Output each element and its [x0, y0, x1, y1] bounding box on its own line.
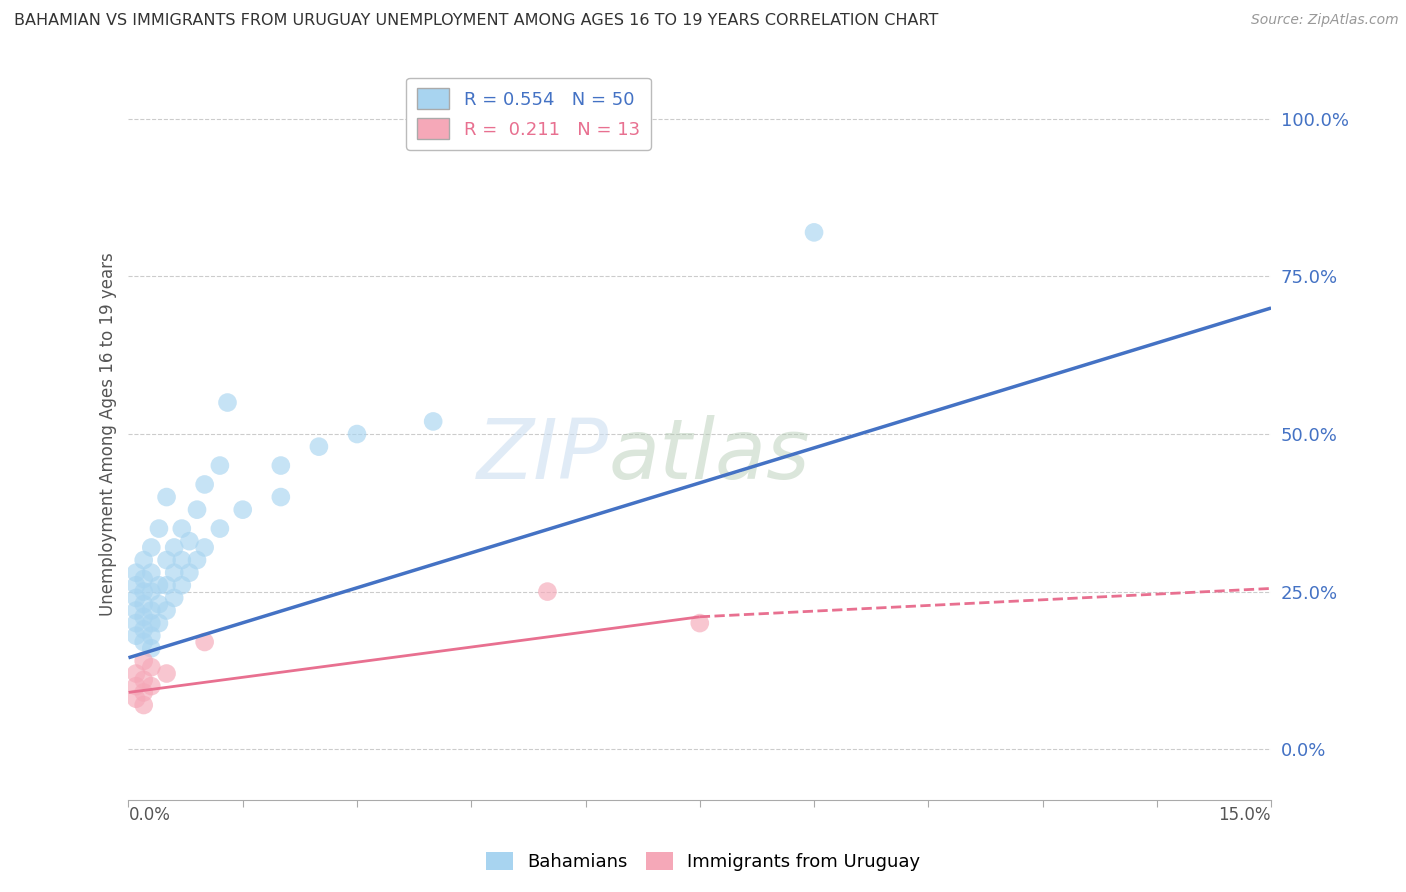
Point: [155, 553, 177, 567]
Point: [208, 458, 231, 473]
Point: [141, 679, 163, 693]
Point: [217, 395, 239, 409]
Point: [125, 603, 148, 617]
Point: [132, 584, 155, 599]
Point: [155, 603, 177, 617]
Point: [270, 458, 292, 473]
Point: [186, 502, 208, 516]
Text: Source: ZipAtlas.com: Source: ZipAtlas.com: [1251, 13, 1399, 28]
Point: [125, 679, 148, 693]
Point: [208, 522, 231, 536]
Point: [155, 578, 177, 592]
Point: [163, 566, 186, 580]
Point: [194, 635, 217, 649]
Point: [125, 616, 148, 631]
Point: [125, 591, 148, 605]
Point: [308, 440, 330, 454]
Point: [141, 616, 163, 631]
Text: 0.0%: 0.0%: [128, 805, 170, 824]
Point: [132, 673, 155, 687]
Point: [141, 629, 163, 643]
Point: [132, 572, 155, 586]
Point: [170, 522, 193, 536]
Point: [132, 609, 155, 624]
Point: [346, 427, 368, 442]
Point: [186, 553, 208, 567]
Point: [148, 616, 170, 631]
Point: [132, 685, 155, 699]
Point: [125, 666, 148, 681]
Point: [141, 541, 163, 555]
Point: [125, 691, 148, 706]
Point: [536, 584, 558, 599]
Point: [132, 597, 155, 611]
Text: atlas: atlas: [609, 416, 810, 497]
Point: [163, 591, 186, 605]
Point: [141, 566, 163, 580]
Point: [125, 566, 148, 580]
Text: 15.0%: 15.0%: [1219, 805, 1271, 824]
Point: [179, 534, 201, 549]
Point: [141, 641, 163, 656]
Point: [141, 660, 163, 674]
Point: [170, 578, 193, 592]
Y-axis label: Unemployment Among Ages 16 to 19 years: Unemployment Among Ages 16 to 19 years: [100, 252, 117, 615]
Point: [132, 698, 155, 712]
Point: [125, 578, 148, 592]
Point: [132, 654, 155, 668]
Point: [132, 553, 155, 567]
Legend: Bahamians, Immigrants from Uruguay: Bahamians, Immigrants from Uruguay: [478, 845, 928, 879]
Point: [155, 490, 177, 504]
Point: [179, 566, 201, 580]
Point: [270, 490, 292, 504]
Text: ZIP: ZIP: [477, 416, 609, 497]
Point: [422, 414, 444, 428]
Point: [803, 226, 825, 240]
Point: [155, 666, 177, 681]
Point: [689, 616, 711, 631]
Point: [148, 578, 170, 592]
Point: [148, 597, 170, 611]
Point: [170, 553, 193, 567]
Point: [132, 623, 155, 637]
Point: [194, 477, 217, 491]
Point: [141, 603, 163, 617]
Point: [132, 635, 155, 649]
Text: BAHAMIAN VS IMMIGRANTS FROM URUGUAY UNEMPLOYMENT AMONG AGES 16 TO 19 YEARS CORRE: BAHAMIAN VS IMMIGRANTS FROM URUGUAY UNEM…: [14, 13, 938, 29]
Point: [141, 584, 163, 599]
Point: [163, 541, 186, 555]
Legend: R = 0.554   N = 50, R =  0.211   N = 13: R = 0.554 N = 50, R = 0.211 N = 13: [406, 78, 651, 150]
Point: [148, 522, 170, 536]
Point: [232, 502, 254, 516]
Point: [194, 541, 217, 555]
Point: [125, 629, 148, 643]
